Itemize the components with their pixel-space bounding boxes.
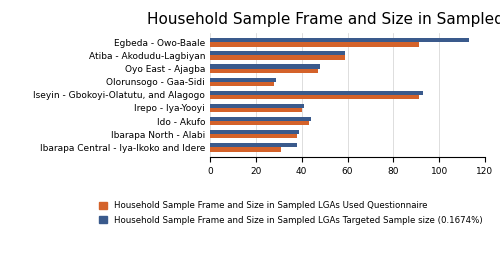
Bar: [210, 147, 281, 151]
Bar: [210, 95, 418, 99]
Bar: [210, 42, 418, 47]
Legend: Household Sample Frame and Size in Sampled LGAs Used Questionnaire, Household Sa: Household Sample Frame and Size in Sampl…: [99, 201, 483, 225]
Bar: [210, 117, 311, 121]
Bar: [210, 104, 304, 108]
Bar: [210, 56, 345, 60]
Bar: [210, 51, 345, 56]
Bar: [210, 82, 274, 86]
Bar: [210, 108, 302, 112]
Bar: [210, 64, 320, 69]
Bar: [210, 38, 469, 42]
Bar: [210, 130, 300, 134]
Bar: [210, 121, 308, 125]
Bar: [210, 91, 423, 95]
Title: Household Sample Frame and Size in Sampled LGAs: Household Sample Frame and Size in Sampl…: [147, 12, 500, 27]
Bar: [210, 69, 318, 73]
Bar: [210, 78, 276, 82]
Bar: [210, 143, 297, 147]
Bar: [210, 134, 297, 138]
